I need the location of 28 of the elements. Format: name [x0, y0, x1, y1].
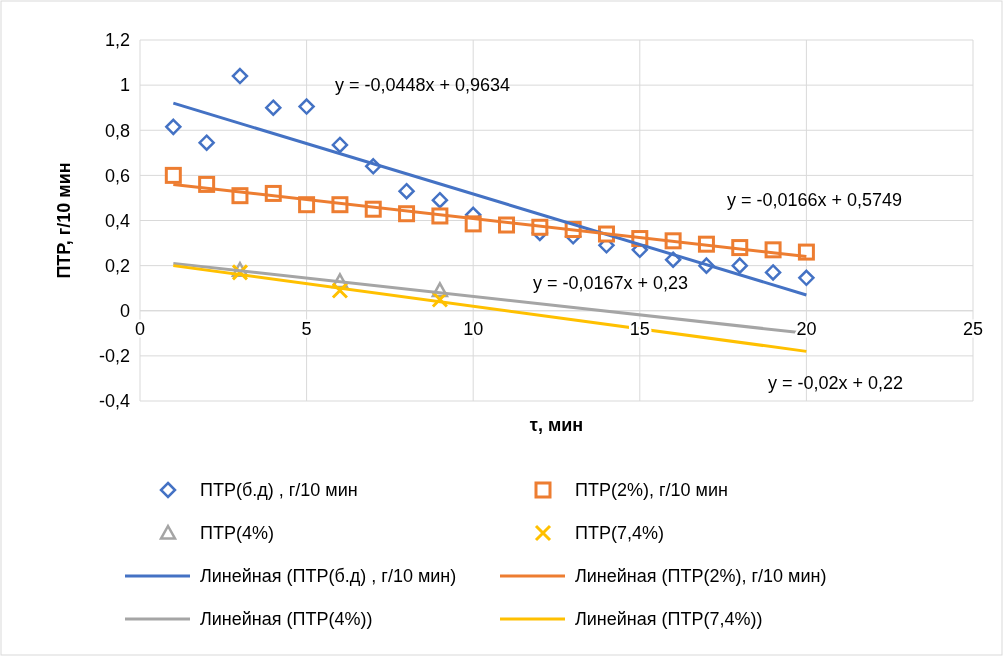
- y-tick-label: 0,4: [104, 210, 130, 231]
- y-tick-label: 0,8: [104, 120, 130, 141]
- legend-label: Линейная (ПТР(7,4%)): [575, 609, 763, 630]
- legend-label: ПТР(4%): [200, 523, 274, 544]
- x-tick-label: 0: [134, 318, 146, 339]
- annotation: y = -0,0166x + 0,5749: [727, 190, 903, 211]
- y-tick-label: 1,2: [104, 30, 130, 51]
- y-tick-label: 0,6: [104, 165, 130, 186]
- y-axis-title: ПТР, г/10 мин: [54, 162, 74, 279]
- legend-label: Линейная (ПТР(4%)): [200, 609, 373, 630]
- y-tick-label: -0,2: [98, 346, 130, 367]
- x-tick-label: 20: [796, 318, 817, 339]
- legend-label: Линейная (ПТР(б.д) , г/10 мин): [200, 566, 457, 587]
- y-tick-label: 0: [119, 301, 130, 322]
- x-tick-label: 25: [962, 318, 984, 339]
- x-tick-label: 10: [463, 318, 484, 339]
- legend-label: ПТР(7,4%): [575, 523, 664, 544]
- annotation: y = -0,0448x + 0,9634: [335, 75, 511, 96]
- legend-label: ПТР(2%), г/10 мин: [575, 480, 728, 501]
- y-tick-label: -0,4: [98, 391, 130, 412]
- legend-label: ПТР(б.д) , г/10 мин: [200, 480, 358, 501]
- y-tick-label: 1: [119, 75, 130, 96]
- legend-label: Линейная (ПТР(2%), г/10 мин): [575, 566, 827, 587]
- y-tick-label: 0,2: [104, 255, 130, 276]
- x-tick-label: 5: [301, 318, 312, 339]
- annotation: y = -0,02x + 0,22: [768, 373, 904, 394]
- x-axis-title: τ, мин: [529, 415, 584, 435]
- annotation: y = -0,0167x + 0,23: [533, 273, 689, 294]
